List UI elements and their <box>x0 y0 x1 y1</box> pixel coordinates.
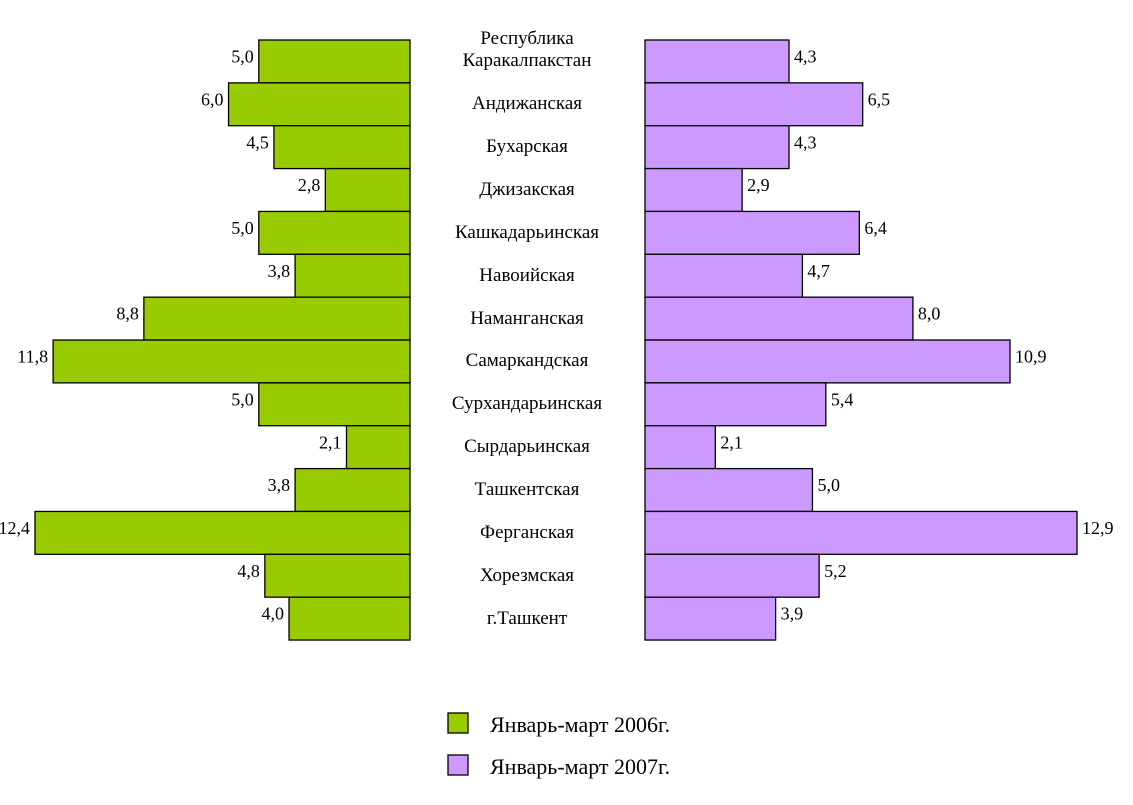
bar <box>644 167 743 213</box>
value-label: 12,9 <box>1082 518 1114 538</box>
bar <box>258 210 411 255</box>
legend-swatch <box>447 712 469 734</box>
value-label: 5,2 <box>824 561 847 581</box>
value-label: 8,8 <box>116 304 139 324</box>
value-label: 6,5 <box>868 89 891 109</box>
category-label: Навоийская <box>479 264 575 286</box>
value-label: 2,8 <box>298 175 321 195</box>
value-label: 3,8 <box>268 475 291 495</box>
value-label: 10,9 <box>1015 347 1046 367</box>
value-label: 4,3 <box>794 132 817 152</box>
category-label: Хорезмская <box>480 564 574 586</box>
bar <box>294 467 411 513</box>
value-label: 2,1 <box>720 432 743 452</box>
bar <box>644 382 827 427</box>
bar <box>644 296 914 341</box>
bar <box>644 596 777 641</box>
bar <box>258 382 411 427</box>
value-label: 5,4 <box>831 389 854 409</box>
bar <box>258 39 411 84</box>
category-label: г.Ташкент <box>486 607 568 629</box>
bar <box>644 425 716 470</box>
bar <box>644 553 820 598</box>
category-label: Наманганская <box>470 307 584 329</box>
value-label: 6,4 <box>864 218 887 238</box>
bar <box>324 167 411 213</box>
bar <box>644 510 1078 555</box>
bar <box>644 253 804 298</box>
bar <box>644 339 1011 384</box>
bar <box>294 253 411 298</box>
value-label: 5,0 <box>231 218 254 238</box>
bar <box>644 82 864 127</box>
bar <box>644 210 860 255</box>
bar <box>644 467 814 513</box>
category-label: Ташкентская <box>474 479 580 501</box>
legend-swatch <box>447 754 469 776</box>
value-label: 3,9 <box>781 604 804 624</box>
value-label: 4,3 <box>794 47 817 67</box>
value-label: 3,8 <box>268 261 291 281</box>
category-label: Андижанская <box>471 93 583 115</box>
category-label: Сырдарьинская <box>464 436 590 458</box>
value-label: 5,0 <box>231 47 254 67</box>
category-label: Самаркандская <box>465 350 589 372</box>
category-label: Республика Каракалпакстан <box>462 28 592 72</box>
bar <box>34 510 411 555</box>
bar <box>227 82 411 127</box>
bar <box>143 296 411 341</box>
value-label: 4,8 <box>237 561 260 581</box>
bar <box>52 339 411 384</box>
value-label: 4,7 <box>807 261 830 281</box>
value-label: 4,5 <box>246 132 269 152</box>
bar <box>345 425 411 470</box>
bar <box>644 39 790 84</box>
bar <box>264 553 411 598</box>
value-label: 8,0 <box>918 304 941 324</box>
legend-label: Январь-март 2007г. <box>490 754 670 779</box>
category-label: Ферганская <box>480 521 574 543</box>
bar <box>273 125 411 170</box>
value-label: 2,1 <box>319 432 342 452</box>
value-label: 11,8 <box>17 347 48 367</box>
value-label: 4,0 <box>262 604 285 624</box>
value-label: 5,0 <box>817 475 840 495</box>
category-label: Джизакская <box>479 179 575 200</box>
value-label: 6,0 <box>201 89 224 109</box>
category-label: Кашкадарьинская <box>454 221 600 243</box>
bar <box>288 596 411 641</box>
value-label: 5,0 <box>231 389 254 409</box>
value-label: 12,4 <box>0 518 30 538</box>
legend-label: Январь-март 2006г. <box>490 712 670 737</box>
bar <box>644 125 790 170</box>
category-label: Сурхандарьинская <box>451 393 603 415</box>
value-label: 2,9 <box>747 175 770 195</box>
category-label: Бухарская <box>486 136 568 158</box>
